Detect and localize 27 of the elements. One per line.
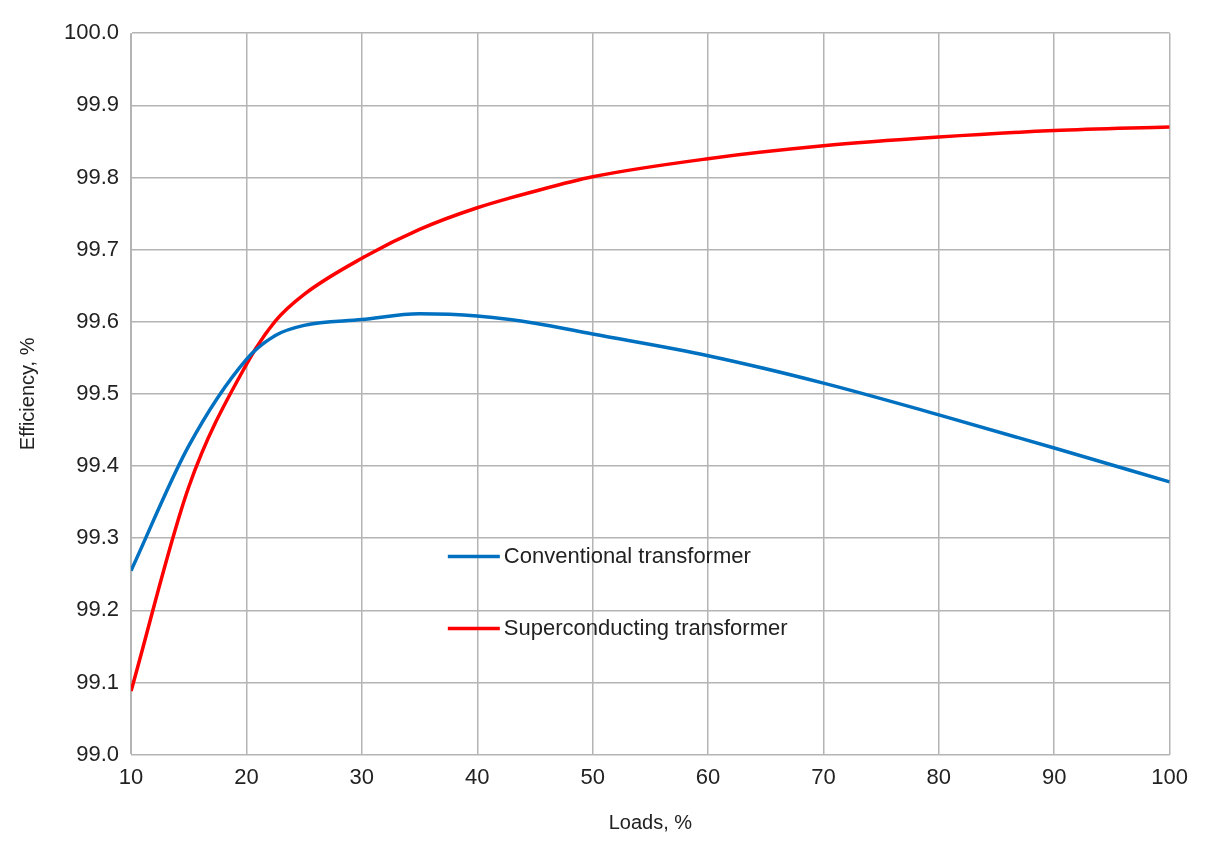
line-series	[131, 125, 1170, 693]
x-tick-label: 80	[926, 763, 952, 789]
y-tick-label: 99.7	[76, 235, 120, 261]
x-tick-label: 20	[234, 763, 259, 789]
y-tick-label: 99.0	[76, 740, 120, 766]
y-tick-label: 99.9	[76, 91, 120, 117]
y-tick-label: 99.1	[76, 668, 120, 694]
line-series	[131, 312, 1170, 573]
x-tick-label: 70	[811, 763, 836, 789]
y-tick-label: 99.4	[76, 452, 120, 478]
x-tick-label: 60	[695, 763, 721, 789]
x-tick-label: 40	[465, 763, 490, 789]
y-tick-label: 99.2	[76, 596, 120, 622]
y-axis-title: Efficiency, %	[15, 337, 38, 451]
x-tick-label: 100	[1151, 763, 1189, 789]
x-axis-title: Loads, %	[608, 810, 693, 833]
legend-label: Superconducting transformer	[503, 614, 788, 640]
legend-label: Conventional transformer	[503, 542, 751, 568]
x-tick-label: 10	[118, 763, 144, 789]
x-tick-label: 50	[580, 763, 605, 789]
y-tick-label: 100.0	[63, 19, 120, 45]
y-tick-label: 99.5	[76, 379, 120, 405]
y-tick-label: 99.3	[76, 524, 120, 550]
x-tick-label: 30	[349, 763, 375, 789]
x-tick-label: 90	[1042, 763, 1067, 789]
y-tick-label: 99.6	[76, 307, 120, 333]
y-tick-label: 99.8	[76, 163, 120, 189]
